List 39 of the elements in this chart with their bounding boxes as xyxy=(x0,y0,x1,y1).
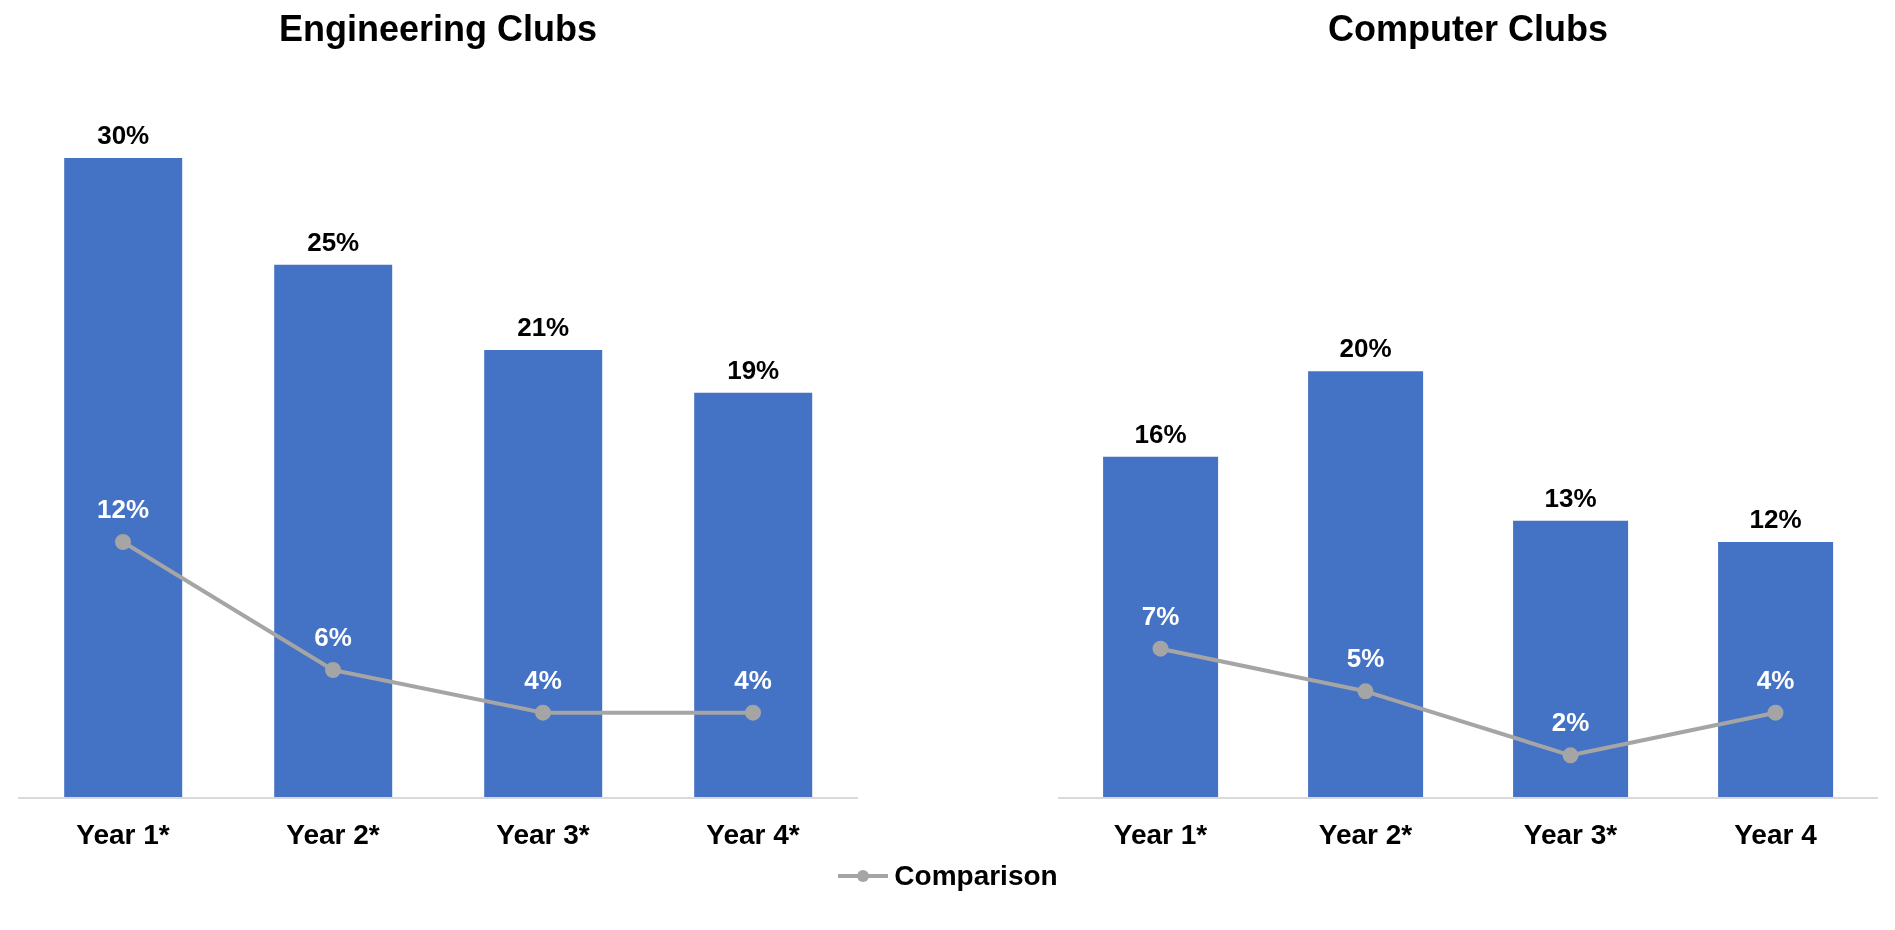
data-label: 2% xyxy=(1551,707,1590,738)
chart-title: Computer Clubs xyxy=(1327,8,1609,51)
data-label: 16% xyxy=(1134,418,1187,449)
data-label: 4% xyxy=(1756,664,1795,695)
data-label: 4% xyxy=(524,664,562,695)
bar xyxy=(1103,456,1219,798)
data-label: 20% xyxy=(1339,333,1392,364)
x-tick-label: Year 2* xyxy=(1318,818,1413,850)
bar xyxy=(1308,371,1424,798)
bar xyxy=(484,350,603,798)
data-label: 12% xyxy=(1749,504,1802,534)
point xyxy=(1152,640,1169,657)
x-tick-label: Year 1* xyxy=(76,818,170,850)
chart-title: Engineering Clubs xyxy=(278,8,598,51)
x-tick-label: Year 3* xyxy=(1523,818,1618,850)
data-label: 4% xyxy=(734,664,772,695)
bar xyxy=(694,392,813,798)
data-label: 25% xyxy=(307,226,360,257)
x-tick-label: Year 3* xyxy=(496,818,590,850)
x-tick-label: Year 1* xyxy=(1113,818,1208,850)
data-label: 12% xyxy=(96,494,150,524)
data-label: 13% xyxy=(1544,482,1597,513)
data-label: 5% xyxy=(1346,643,1385,674)
data-label: 19% xyxy=(727,354,780,385)
data-label: 30% xyxy=(97,120,150,150)
x-tick-label: Year 2* xyxy=(286,818,380,850)
data-label: 6% xyxy=(314,622,352,652)
bar xyxy=(1513,520,1629,798)
bar xyxy=(274,264,393,798)
x-tick-label: Year 4 xyxy=(1734,818,1818,850)
x-tick-label: Year 4* xyxy=(706,818,800,850)
point xyxy=(1767,704,1784,721)
legend-label: Comparison xyxy=(894,860,1058,892)
bar xyxy=(64,158,183,798)
bar xyxy=(1718,542,1834,798)
point xyxy=(1562,747,1579,764)
data-label: 7% xyxy=(1141,600,1180,631)
point xyxy=(1357,683,1374,700)
data-label: 21% xyxy=(517,312,570,342)
